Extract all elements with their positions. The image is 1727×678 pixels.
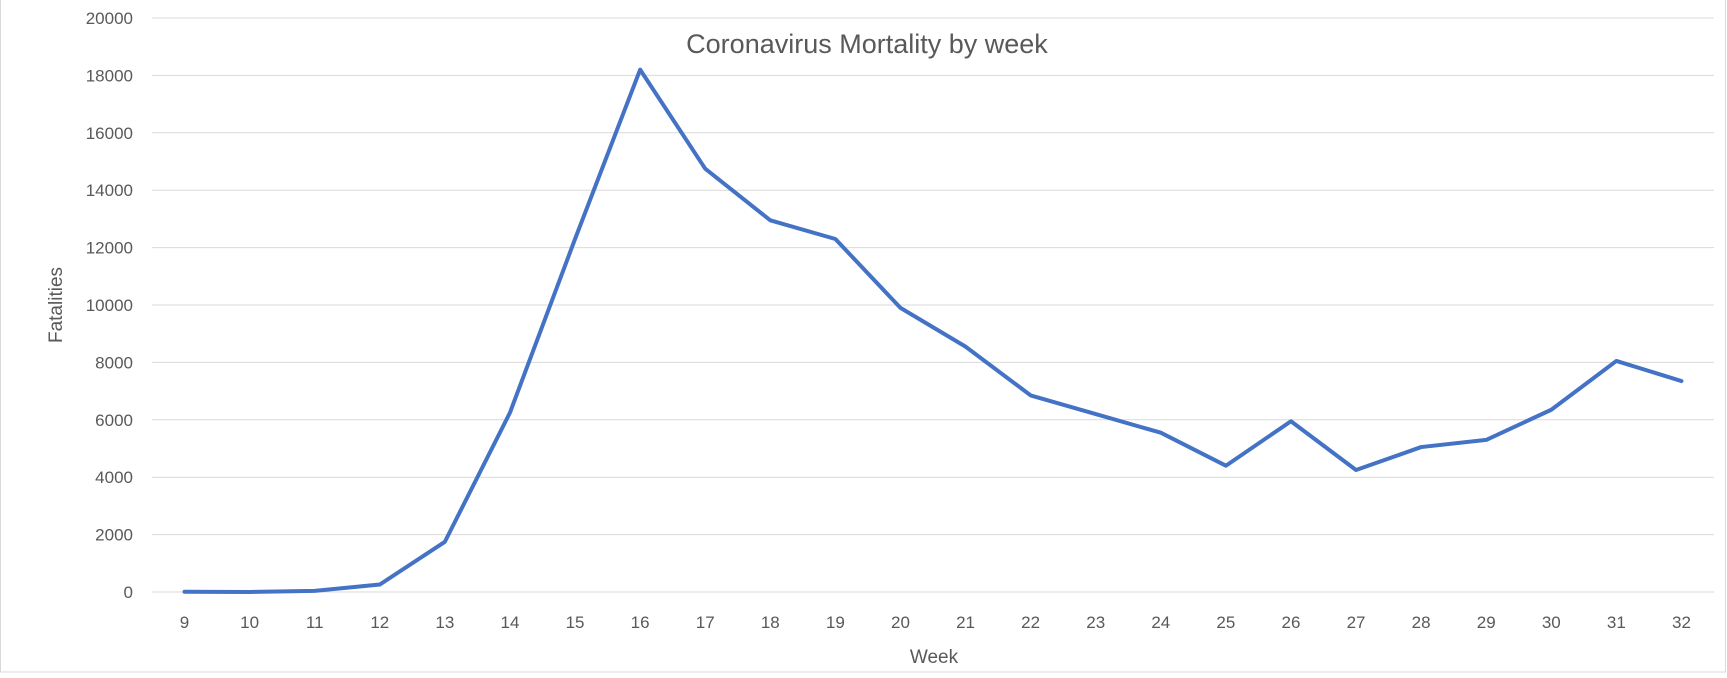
y-tick-label-8000: 8000: [95, 353, 133, 372]
data-point-week-16: [638, 68, 642, 72]
x-tick-label-16: 16: [631, 613, 650, 632]
x-tick-label-14: 14: [500, 613, 519, 632]
x-tick-label-25: 25: [1216, 613, 1235, 632]
data-point-week-15: [573, 237, 577, 241]
x-tick-label-30: 30: [1542, 613, 1561, 632]
x-tick-label-31: 31: [1607, 613, 1626, 632]
x-tick-label-17: 17: [696, 613, 715, 632]
data-point-week-17: [703, 167, 707, 171]
data-point-week-9: [183, 590, 187, 594]
x-tick-label-15: 15: [566, 613, 585, 632]
y-tick-label-0: 0: [124, 583, 133, 602]
y-tick-label-12000: 12000: [86, 239, 133, 258]
x-tick-label-9: 9: [180, 613, 189, 632]
x-tick-label-29: 29: [1477, 613, 1496, 632]
data-point-week-12: [378, 583, 382, 587]
x-tick-label-11: 11: [306, 613, 324, 632]
y-tick-label-20000: 20000: [86, 9, 133, 28]
x-tick-label-21: 21: [956, 613, 975, 632]
x-tick-label-18: 18: [761, 613, 780, 632]
x-tick-label-12: 12: [370, 613, 389, 632]
x-tick-label-23: 23: [1086, 613, 1105, 632]
data-point-week-23: [1094, 412, 1098, 416]
data-point-week-11: [313, 589, 317, 593]
x-axis-title: Week: [910, 647, 959, 668]
x-tick-label-26: 26: [1281, 613, 1300, 632]
data-point-week-20: [898, 306, 902, 310]
data-point-week-29: [1484, 438, 1488, 442]
data-point-week-25: [1224, 464, 1228, 468]
x-tick-label-22: 22: [1021, 613, 1040, 632]
gridlines: [152, 17, 1714, 593]
y-axis-ticks: 0 2000 4000 6000 8000 10000 12000 14000 16000 180…: [86, 9, 133, 602]
y-tick-label-6000: 6000: [95, 411, 133, 430]
series-layer: [182, 67, 1684, 594]
y-axis-title: Fatalities: [46, 267, 67, 343]
data-point-week-22: [1029, 393, 1033, 397]
x-tick-label-28: 28: [1412, 613, 1431, 632]
y-tick-label-16000: 16000: [86, 124, 133, 143]
x-tick-label-24: 24: [1151, 613, 1170, 632]
chart-title: Coronavirus Mortality by week: [686, 29, 1048, 59]
data-point-week-19: [833, 237, 837, 241]
data-point-week-28: [1419, 445, 1423, 449]
data-point-week-21: [964, 345, 968, 349]
x-tick-label-19: 19: [826, 613, 845, 632]
y-tick-label-4000: 4000: [95, 468, 133, 487]
y-tick-label-18000: 18000: [86, 66, 133, 85]
data-point-week-14: [508, 411, 512, 415]
x-tick-label-20: 20: [891, 613, 910, 632]
x-axis-ticks: 9 10 11 12 13 14 15 16 17 18 19 20 21 22 23 24 25 26 27 28 2…: [180, 613, 1691, 632]
data-point-week-30: [1549, 408, 1553, 412]
data-point-week-10: [248, 590, 252, 594]
data-point-week-18: [768, 218, 772, 222]
y-tick-label-14000: 14000: [86, 181, 133, 200]
x-tick-label-10: 10: [240, 613, 259, 632]
data-point-week-27: [1354, 468, 1358, 472]
series-line-fatalities: [182, 67, 1684, 594]
y-tick-label-10000: 10000: [86, 296, 133, 315]
data-point-week-13: [443, 540, 447, 544]
data-point-week-32: [1679, 379, 1683, 383]
x-tick-label-27: 27: [1347, 613, 1366, 632]
data-point-week-26: [1289, 419, 1293, 423]
data-point-week-31: [1614, 359, 1618, 363]
data-point-week-24: [1159, 431, 1163, 435]
x-tick-label-32: 32: [1672, 613, 1691, 632]
y-tick-label-2000: 2000: [95, 526, 133, 545]
x-tick-label-13: 13: [435, 613, 454, 632]
